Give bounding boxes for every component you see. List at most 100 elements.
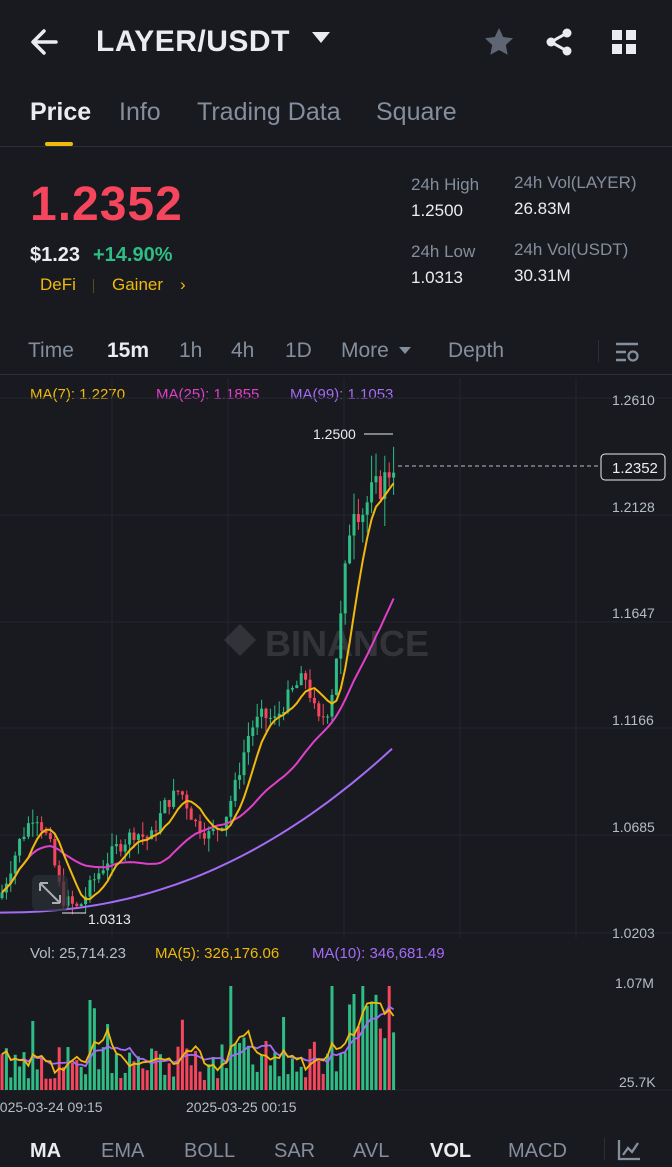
volume-bar	[220, 1044, 224, 1090]
tab-price[interactable]: Price	[30, 98, 92, 126]
ma7-line	[1, 482, 395, 901]
candle-body	[383, 472, 387, 499]
tag-divider	[93, 279, 94, 293]
volume-bar	[202, 1079, 206, 1090]
grid	[0, 378, 672, 938]
ma7-label: MA(7): 1.2270	[30, 386, 126, 403]
candle-body	[189, 808, 193, 820]
candle-body	[70, 896, 74, 904]
volume-bar	[101, 1047, 105, 1090]
candle-body	[84, 896, 88, 905]
candle-body	[273, 716, 277, 718]
tab-ma[interactable]: MA	[30, 1140, 62, 1162]
volume-bar	[348, 1004, 352, 1090]
candle-body	[40, 822, 44, 831]
chart-settings-icon[interactable]	[614, 340, 642, 364]
candle-body	[321, 716, 325, 718]
volume-bar	[176, 1046, 180, 1090]
caret-down-icon[interactable]	[312, 32, 330, 43]
volume-bar	[88, 1000, 92, 1090]
volume-bar	[0, 1054, 4, 1090]
tab-avl[interactable]: AVL	[353, 1140, 390, 1162]
volume-bar	[4, 1048, 8, 1090]
interval-1d[interactable]: 1D	[285, 339, 312, 362]
arrow-left-icon[interactable]	[28, 20, 68, 64]
volume-bar	[53, 1078, 57, 1090]
candle-body	[304, 673, 308, 680]
volume-bar	[321, 1073, 325, 1090]
tab-info[interactable]: Info	[119, 98, 161, 126]
interval-1h[interactable]: 1h	[179, 339, 203, 362]
price-tick: 1.0203	[612, 925, 655, 938]
candle-body	[339, 613, 343, 659]
tab-vol[interactable]: VOL	[430, 1140, 472, 1162]
candle-body	[9, 873, 13, 884]
star-icon[interactable]	[483, 26, 515, 58]
candle-body	[92, 879, 96, 881]
volume-bar	[207, 1064, 211, 1090]
high-annotation: 1.2500	[313, 426, 393, 442]
tag-gainer[interactable]: Gainer	[112, 275, 164, 294]
candle-body	[255, 716, 259, 728]
candle-body	[224, 816, 228, 829]
candle-body	[374, 476, 378, 483]
tab-macd[interactable]: MACD	[508, 1140, 567, 1162]
high-annotation-label: 1.2500	[313, 426, 356, 442]
pair-title[interactable]: LAYER/USDT	[96, 25, 290, 58]
candle-body	[312, 697, 316, 704]
volume-bar	[154, 1050, 158, 1090]
candle-body	[361, 514, 365, 523]
tab-ema[interactable]: EMA	[101, 1140, 145, 1162]
interval-4h[interactable]: 4h	[231, 339, 255, 362]
candle-body	[57, 865, 61, 882]
candle-body	[145, 836, 149, 840]
candle-body	[88, 880, 92, 897]
candle-body	[211, 828, 215, 832]
chevron-right-icon[interactable]: ›	[180, 275, 186, 294]
volume-bar	[185, 1048, 189, 1090]
interval-more[interactable]: More	[341, 339, 389, 362]
candle-body	[136, 834, 140, 840]
candle-body	[286, 689, 290, 712]
tab-sar[interactable]: SAR	[274, 1140, 316, 1162]
tab-trading-data[interactable]: Trading Data	[197, 98, 341, 126]
candle-body	[35, 822, 39, 824]
candle-body	[295, 685, 299, 689]
volume-bar	[141, 1068, 145, 1090]
watermark: BINANCE	[224, 623, 429, 664]
vol-base-label: 24h Vol(LAYER)	[514, 173, 637, 192]
price-tick: 1.2128	[612, 499, 655, 515]
interval-depth[interactable]: Depth	[448, 339, 505, 362]
candle-body	[268, 717, 272, 719]
volume-bar	[299, 1066, 303, 1090]
volume-bar	[136, 1056, 140, 1090]
tab-boll[interactable]: BOLL	[184, 1140, 236, 1162]
candle-body	[378, 476, 382, 499]
interval-15m[interactable]: 15m	[107, 339, 150, 362]
volume-bar	[66, 1047, 70, 1090]
tab-square[interactable]: Square	[376, 98, 457, 126]
caret-down-icon[interactable]	[399, 347, 411, 354]
high-value: 1.2500	[411, 201, 463, 220]
vol-tick: 25.7K	[619, 1074, 656, 1090]
last-price: 1.2352	[30, 178, 183, 231]
volume-bar	[119, 1077, 123, 1090]
volume-bar	[18, 1066, 22, 1090]
candle-body	[110, 846, 114, 864]
interval-time[interactable]: Time	[28, 339, 74, 362]
interval-bar: Time 15m 1h 4h 1D More Depth	[0, 330, 672, 375]
candle-body	[343, 563, 347, 614]
price-chart[interactable]: BINANCE 1.2500 1.0313 1.2352 1.2610 1.21…	[0, 378, 672, 938]
volume-bars	[0, 986, 396, 1090]
share-icon[interactable]	[543, 26, 575, 58]
indicator-chart-icon[interactable]	[616, 1138, 642, 1162]
volume-bar	[9, 1077, 13, 1090]
candle-body	[194, 819, 198, 822]
candle-body	[101, 870, 105, 874]
tag-defi[interactable]: DeFi	[40, 275, 76, 294]
candle-body	[114, 844, 118, 847]
volume-bar	[233, 1043, 237, 1090]
grid-icon[interactable]	[610, 28, 638, 56]
volume-bar	[79, 1066, 83, 1090]
volume-chart[interactable]: 1.07M 25.7K 2025-03-24 09:15 2025-03-25 …	[0, 966, 672, 1126]
